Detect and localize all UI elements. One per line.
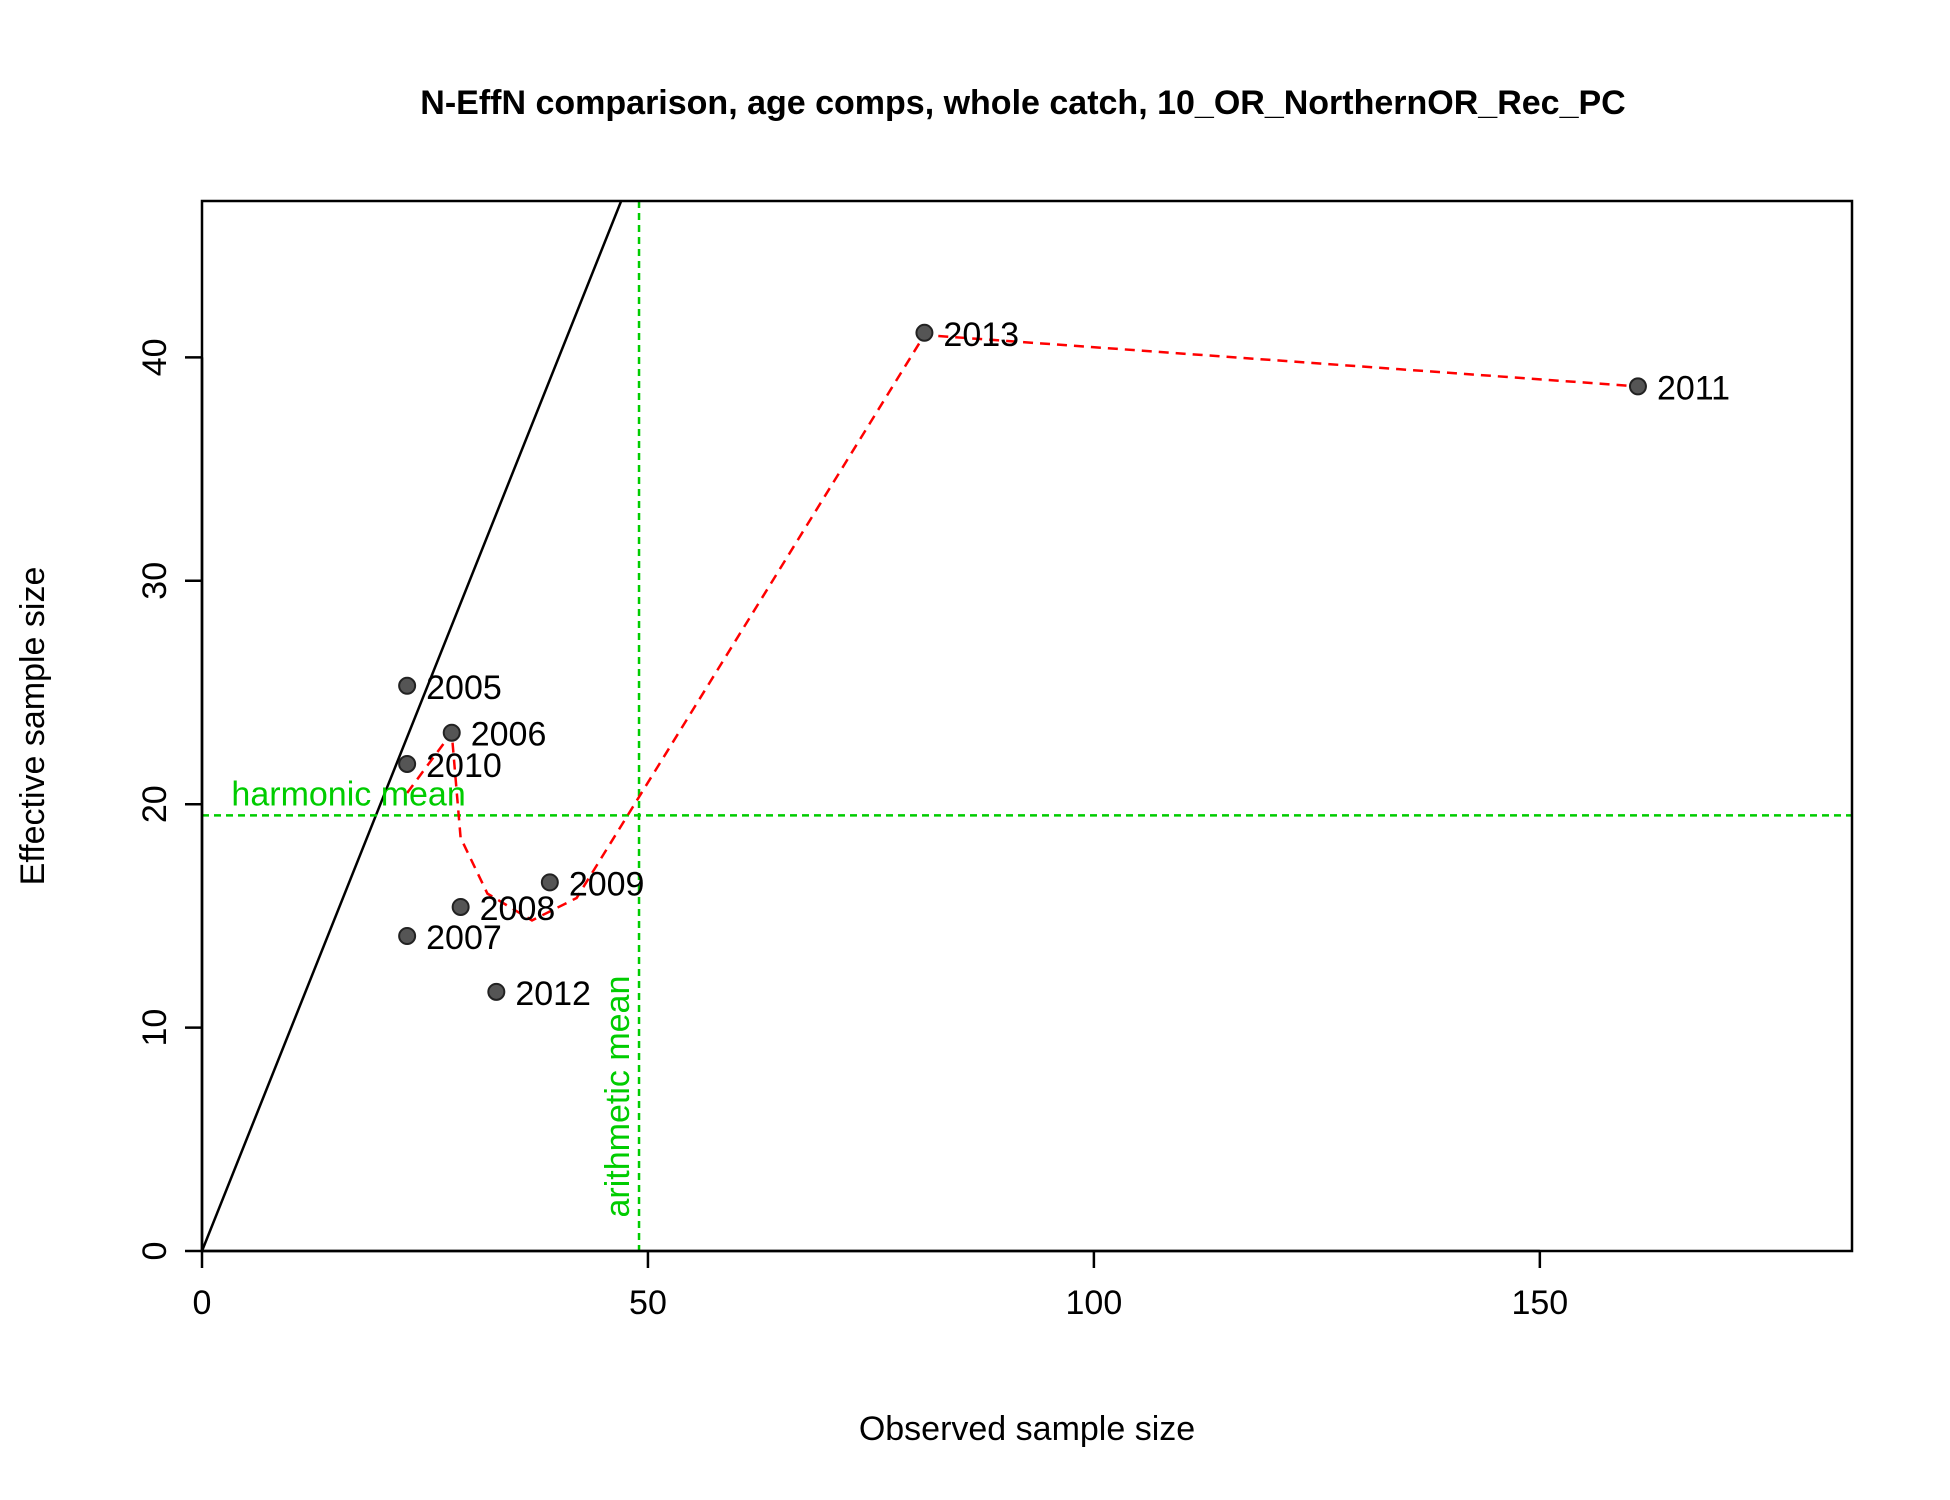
y-axis: 0 10 20 30 40 bbox=[136, 338, 204, 1261]
data-point bbox=[1628, 377, 1647, 396]
data-point bbox=[915, 323, 934, 342]
data-point bbox=[398, 676, 417, 695]
data-point bbox=[451, 897, 470, 916]
x-tick-label: 50 bbox=[629, 1284, 667, 1322]
x-tick-label: 150 bbox=[1511, 1284, 1568, 1322]
arithmetic-mean-label: arithmetic mean bbox=[599, 976, 637, 1218]
x-tick-label: 0 bbox=[193, 1284, 212, 1322]
data-point bbox=[442, 723, 461, 742]
harmonic-mean-label: harmonic mean bbox=[231, 775, 465, 813]
y-tick-label: 0 bbox=[136, 1242, 174, 1261]
data-point-label: 2012 bbox=[515, 975, 591, 1013]
data-point bbox=[487, 982, 506, 1001]
chart-title: N-EffN comparison, age comps, whole catc… bbox=[420, 84, 1625, 122]
data-point-label: 2011 bbox=[1657, 369, 1730, 407]
smoother-line bbox=[406, 333, 1638, 922]
data-point bbox=[398, 927, 417, 945]
plot-clip-group bbox=[202, 201, 1852, 1251]
y-tick-label: 20 bbox=[136, 785, 174, 823]
data-point-label: 2009 bbox=[569, 865, 645, 903]
y-tick-label: 40 bbox=[136, 338, 174, 376]
data-point bbox=[398, 754, 417, 773]
identity-line bbox=[202, 201, 623, 1251]
data-point-label: 2007 bbox=[426, 919, 502, 957]
x-axis-label: Observed sample size bbox=[859, 1410, 1195, 1448]
data-point-label: 2008 bbox=[480, 890, 556, 928]
data-point-label: 2010 bbox=[426, 747, 502, 785]
y-tick-label: 30 bbox=[136, 562, 174, 600]
data-point-label: 2006 bbox=[471, 716, 547, 754]
plot-area: harmonic mean arithmetic mean 2005 2006 2007… bbox=[202, 201, 1852, 1251]
y-tick-label: 10 bbox=[136, 1009, 174, 1047]
y-axis-label: Effective sample size bbox=[14, 567, 52, 886]
data-point bbox=[540, 873, 559, 892]
x-axis: 0 50 100 150 bbox=[193, 1249, 1568, 1322]
data-point-label: 2013 bbox=[943, 316, 1019, 354]
data-point-label: 2005 bbox=[426, 669, 502, 707]
x-tick-label: 100 bbox=[1066, 1284, 1123, 1322]
